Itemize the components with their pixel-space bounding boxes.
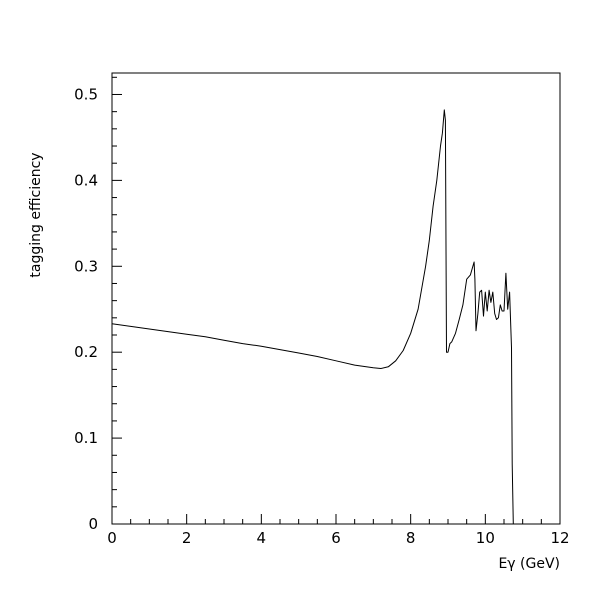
x-tick-label: 12 bbox=[550, 529, 569, 547]
plot-frame bbox=[111, 72, 561, 525]
x-tick-label: 4 bbox=[257, 529, 267, 547]
x-axis-title: Eγ (GeV) bbox=[498, 556, 560, 572]
series-line-1 bbox=[111, 109, 517, 525]
y-tick-label: 0.2 bbox=[74, 343, 98, 361]
x-tick-label: 6 bbox=[331, 529, 341, 547]
y-tick-label: 0.3 bbox=[74, 257, 98, 275]
y-tick-label: 0.5 bbox=[74, 85, 98, 103]
y-tick-label: 0.1 bbox=[74, 429, 98, 447]
y-axis-title: tagging efficiency bbox=[28, 152, 44, 277]
y-tick-label: 0.4 bbox=[74, 171, 98, 189]
x-tick-label: 2 bbox=[182, 529, 192, 547]
x-tick-label: 8 bbox=[406, 529, 416, 547]
x-axis-tick-labels: 0 2 4 6 8 10 12 bbox=[107, 529, 569, 547]
series-layer bbox=[111, 109, 517, 525]
y-tick-label: 0 bbox=[88, 515, 98, 533]
x-tick-label: 0 bbox=[107, 529, 117, 547]
x-tick-label: 10 bbox=[476, 529, 495, 547]
x-axis-ticks bbox=[111, 514, 561, 524]
y-axis-tick-labels: 0 0.1 0.2 0.3 0.4 0.5 bbox=[74, 85, 98, 533]
y-axis-ticks bbox=[112, 76, 122, 525]
